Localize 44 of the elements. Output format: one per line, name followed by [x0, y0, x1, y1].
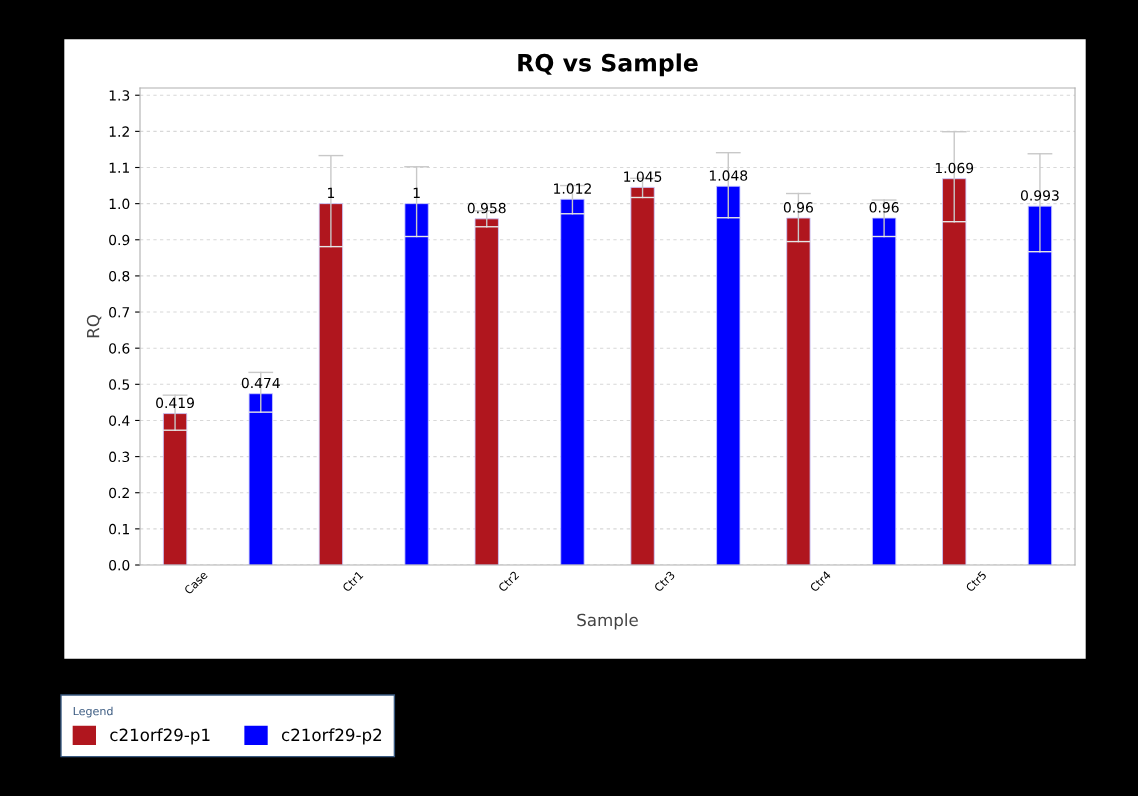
bar: [872, 217, 897, 565]
y-tick-label: 0.7: [109, 307, 130, 318]
legend-title: Legend: [73, 706, 113, 718]
bar: [786, 217, 811, 565]
data-label: 1: [413, 187, 420, 198]
data-label: 1.048: [709, 170, 748, 181]
bar: [248, 393, 273, 565]
data-label: 1.069: [935, 162, 974, 174]
y-tick-label: 0.2: [109, 487, 129, 499]
bar: [404, 203, 429, 565]
bar: [942, 178, 967, 565]
data-label: 0.96: [783, 202, 813, 213]
bar: [716, 185, 741, 565]
y-tick-label: 0.9: [109, 234, 130, 246]
bar: [318, 203, 343, 565]
data-label: 0.419: [156, 397, 194, 409]
y-tick-label: 0.4: [109, 415, 130, 426]
y-tick-label: 0.1: [109, 523, 129, 535]
y-tick-label: 1.3: [109, 90, 130, 101]
bar: [560, 198, 585, 565]
bar: [474, 218, 499, 565]
bar: [630, 186, 655, 565]
x-axis-title: Sample: [577, 613, 638, 630]
y-tick-label: 0.3: [109, 451, 130, 463]
y-tick-label: 0.5: [109, 379, 130, 390]
data-label: 0.993: [1020, 190, 1059, 201]
data-label: 1.045: [624, 171, 662, 182]
y-tick-label: 0.6: [109, 343, 130, 354]
data-label: 0.96: [869, 202, 899, 213]
y-tick-label: 1.1: [109, 162, 129, 173]
data-label: 1.012: [554, 183, 591, 194]
y-tick-label: 0.8: [109, 270, 130, 282]
y-tick-label: 0.0: [109, 559, 130, 571]
y-axis-title: RQ: [86, 315, 102, 338]
legend-label: c21orf29-p1: [110, 728, 210, 745]
bar: [1027, 205, 1053, 565]
y-tick-label: 1.2: [109, 126, 129, 137]
bar: [162, 413, 188, 565]
data-label: 1: [328, 187, 335, 198]
legend-label: c21orf29-p2: [281, 728, 382, 745]
y-tick-label: 1.0: [109, 198, 130, 210]
data-label: 0.474: [241, 377, 280, 389]
data-label: 0.958: [467, 202, 506, 214]
chart-title: RQ vs Sample: [518, 53, 698, 77]
